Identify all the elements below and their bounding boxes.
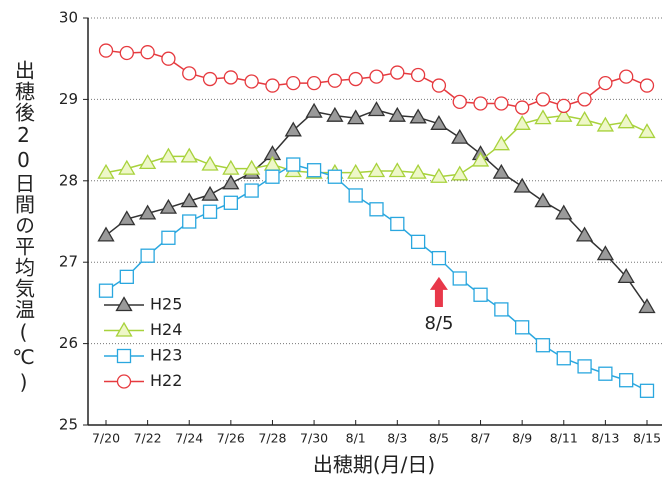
x-tick-label: 8/11 xyxy=(550,431,578,446)
x-tick-label: 7/24 xyxy=(175,431,203,446)
data-point xyxy=(453,95,466,108)
data-point xyxy=(224,196,237,209)
data-point xyxy=(641,79,654,92)
data-point xyxy=(204,73,217,86)
data-point xyxy=(120,47,133,60)
data-point xyxy=(599,367,612,380)
data-point xyxy=(308,164,321,177)
data-point xyxy=(453,272,466,285)
x-tick-label: 8/9 xyxy=(512,431,532,446)
y-tick-label: 29 xyxy=(59,90,78,108)
data-point xyxy=(328,170,341,183)
data-point xyxy=(183,215,196,228)
y-tick-label: 28 xyxy=(59,171,78,189)
data-point xyxy=(432,252,445,265)
data-point xyxy=(100,284,113,297)
x-axis-title: 出穂期(月/日) xyxy=(313,453,435,477)
legend-label: H25 xyxy=(150,295,182,314)
data-point xyxy=(620,374,633,387)
legend-label: H24 xyxy=(150,320,182,339)
data-point xyxy=(516,321,529,334)
x-tick-label: 7/28 xyxy=(258,431,286,446)
data-point xyxy=(120,270,133,283)
x-tick-label: 7/22 xyxy=(134,431,162,446)
data-point xyxy=(536,93,549,106)
data-point xyxy=(245,184,258,197)
data-point xyxy=(495,303,508,316)
legend-label: H23 xyxy=(150,346,182,365)
data-point xyxy=(370,203,383,216)
data-point xyxy=(391,217,404,230)
data-point xyxy=(266,79,279,92)
data-point xyxy=(391,66,404,79)
data-point xyxy=(474,288,487,301)
x-tick-label: 7/26 xyxy=(217,431,245,446)
data-point xyxy=(557,352,570,365)
data-point xyxy=(412,235,425,248)
x-tick-label: 7/30 xyxy=(300,431,328,446)
data-point xyxy=(599,77,612,90)
x-tick-label: 8/15 xyxy=(633,431,661,446)
data-point xyxy=(370,70,383,83)
data-point xyxy=(474,97,487,110)
y-tick-label: 26 xyxy=(59,334,78,352)
x-tick-label: 8/7 xyxy=(470,431,490,446)
y-tick-label: 25 xyxy=(59,416,78,434)
data-point xyxy=(141,249,154,262)
x-tick-label: 8/13 xyxy=(591,431,619,446)
y-tick-label: 30 xyxy=(59,9,78,27)
legend-label: H22 xyxy=(150,371,182,390)
data-point xyxy=(557,99,570,112)
data-point xyxy=(204,205,217,218)
data-point xyxy=(578,360,591,373)
data-point xyxy=(162,52,175,65)
data-point xyxy=(432,79,445,92)
data-point xyxy=(266,170,279,183)
legend-marker xyxy=(118,375,131,388)
data-point xyxy=(412,68,425,81)
data-point xyxy=(162,231,175,244)
annotation: 8/5 xyxy=(424,313,453,334)
data-point xyxy=(516,101,529,114)
data-point xyxy=(141,46,154,59)
chart: 出穂後20日間の平均気温(℃) 出穂期(月/日) 25 26 27 28 29 30 7/2… xyxy=(0,0,667,482)
data-point xyxy=(183,67,196,80)
data-point xyxy=(287,158,300,171)
x-tick-label: 8/3 xyxy=(387,431,407,446)
y-tick-label: 27 xyxy=(59,253,78,271)
data-point xyxy=(224,71,237,84)
legend-marker xyxy=(118,350,131,363)
x-tick-label: 7/20 xyxy=(92,431,120,446)
data-point xyxy=(620,70,633,83)
x-tick-label: 8/5 xyxy=(429,431,449,446)
data-point xyxy=(349,73,362,86)
data-point xyxy=(536,339,549,352)
data-point xyxy=(578,93,591,106)
data-point xyxy=(495,97,508,110)
data-point xyxy=(328,74,341,87)
data-point xyxy=(641,384,654,397)
data-point xyxy=(100,44,113,57)
data-point xyxy=(245,75,258,88)
data-point xyxy=(287,77,300,90)
y-axis-title: 出穂後20日間の平均気温(℃) xyxy=(12,60,36,395)
x-tick-label: 8/1 xyxy=(346,431,366,446)
data-point xyxy=(308,77,321,90)
data-point xyxy=(349,189,362,202)
